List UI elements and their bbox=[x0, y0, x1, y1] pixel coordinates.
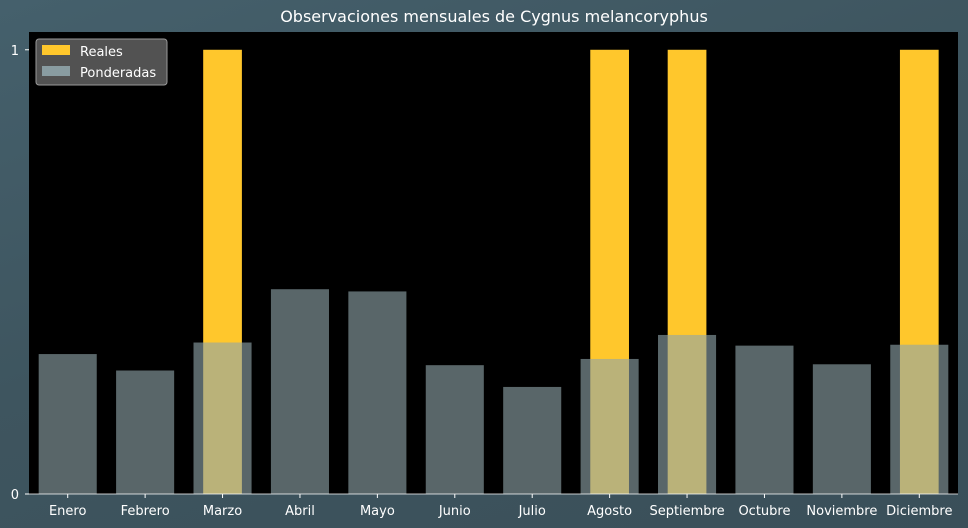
bar-ponderadas-10 bbox=[812, 364, 871, 494]
plot-area bbox=[29, 32, 958, 494]
bar-ponderadas-9 bbox=[735, 345, 794, 494]
bar-ponderadas-2 bbox=[193, 342, 252, 494]
bar-ponderadas-4 bbox=[348, 291, 407, 494]
bar-ponderadas-1 bbox=[116, 370, 175, 494]
bar-ponderadas-11 bbox=[890, 344, 949, 494]
x-tick-label-11: Diciembre bbox=[886, 504, 952, 519]
bar-ponderadas-7 bbox=[580, 358, 639, 494]
bar-ponderadas-0 bbox=[38, 354, 97, 494]
bar-ponderadas-5 bbox=[425, 365, 484, 494]
x-tick-label-4: Mayo bbox=[360, 504, 395, 519]
chart-title: Observaciones mensuales de Cygnus melanc… bbox=[280, 7, 708, 26]
legend-label-reales: Reales bbox=[80, 45, 123, 60]
series-ponderadas-bars bbox=[38, 289, 949, 494]
x-tick-label-0: Enero bbox=[49, 504, 87, 519]
x-tick-label-5: Junio bbox=[438, 504, 471, 519]
x-tick-label-9: Octubre bbox=[738, 504, 790, 519]
bar-ponderadas-8 bbox=[658, 334, 717, 494]
x-tick-label-10: Noviembre bbox=[806, 504, 877, 519]
bar-ponderadas-6 bbox=[503, 386, 562, 494]
y-tick-label-1: 1 bbox=[11, 44, 19, 59]
y-tick-label-0: 0 bbox=[11, 488, 19, 503]
bar-ponderadas-3 bbox=[270, 289, 329, 494]
x-tick-label-2: Marzo bbox=[203, 504, 242, 519]
x-tick-label-8: Septiembre bbox=[649, 504, 724, 519]
legend: Reales Ponderadas bbox=[35, 38, 168, 86]
y-axis: 01 bbox=[11, 44, 29, 503]
x-tick-label-7: Agosto bbox=[587, 504, 632, 519]
legend-swatch-reales bbox=[42, 45, 70, 55]
x-tick-label-6: Julio bbox=[518, 504, 546, 519]
x-tick-label-3: Abril bbox=[285, 504, 315, 519]
legend-swatch-ponderadas bbox=[42, 66, 70, 76]
x-axis: Enero Febrero Marzo Abril Mayo Junio Julio Agos… bbox=[29, 493, 958, 519]
legend-label-ponderadas: Ponderadas bbox=[80, 66, 156, 81]
x-tick-label-1: Febrero bbox=[121, 504, 170, 519]
